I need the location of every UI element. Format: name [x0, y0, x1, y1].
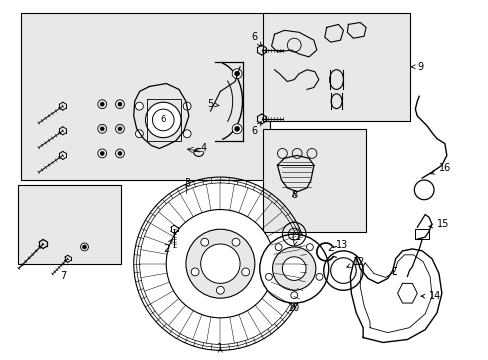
Text: 1: 1 — [217, 343, 223, 353]
Circle shape — [259, 234, 328, 303]
Bar — [18, 185, 121, 264]
Bar — [262, 13, 409, 121]
Circle shape — [82, 245, 86, 249]
Circle shape — [191, 268, 199, 276]
Text: 6: 6 — [251, 32, 261, 46]
Circle shape — [272, 247, 315, 290]
Text: 7: 7 — [60, 271, 66, 282]
Circle shape — [118, 127, 122, 131]
Circle shape — [234, 71, 239, 76]
Circle shape — [232, 69, 242, 78]
Circle shape — [265, 273, 272, 280]
Circle shape — [216, 286, 224, 294]
Circle shape — [145, 102, 181, 138]
Text: 4: 4 — [195, 144, 206, 153]
Circle shape — [135, 102, 143, 110]
Circle shape — [200, 244, 240, 283]
Circle shape — [234, 126, 239, 131]
Text: 11: 11 — [289, 232, 302, 245]
Circle shape — [232, 238, 240, 246]
Bar — [414, 229, 428, 239]
Text: 3: 3 — [183, 178, 189, 188]
Circle shape — [315, 273, 322, 280]
Circle shape — [232, 124, 242, 134]
Circle shape — [306, 244, 313, 251]
Circle shape — [100, 102, 104, 106]
Bar — [21, 13, 269, 180]
Text: 13: 13 — [328, 240, 347, 251]
Circle shape — [100, 127, 104, 131]
Text: 10: 10 — [287, 303, 300, 313]
Text: 14: 14 — [420, 291, 441, 301]
Bar — [262, 129, 366, 232]
Circle shape — [183, 102, 191, 110]
Circle shape — [185, 229, 254, 298]
Circle shape — [241, 268, 249, 276]
Text: 6: 6 — [160, 116, 165, 125]
Circle shape — [201, 238, 208, 246]
Text: 9: 9 — [410, 62, 423, 72]
Text: 8: 8 — [290, 190, 297, 200]
Text: 12: 12 — [346, 257, 365, 267]
Text: 16: 16 — [430, 163, 450, 174]
Circle shape — [118, 152, 122, 156]
Text: 2: 2 — [163, 239, 172, 254]
Circle shape — [183, 130, 191, 138]
Text: 5: 5 — [207, 99, 219, 109]
Circle shape — [135, 130, 143, 138]
Circle shape — [100, 152, 104, 156]
Circle shape — [166, 210, 274, 318]
Text: 15: 15 — [428, 219, 448, 229]
Circle shape — [282, 257, 305, 280]
Circle shape — [290, 292, 297, 299]
Circle shape — [275, 244, 282, 251]
Text: 6: 6 — [251, 122, 261, 136]
Circle shape — [118, 102, 122, 106]
